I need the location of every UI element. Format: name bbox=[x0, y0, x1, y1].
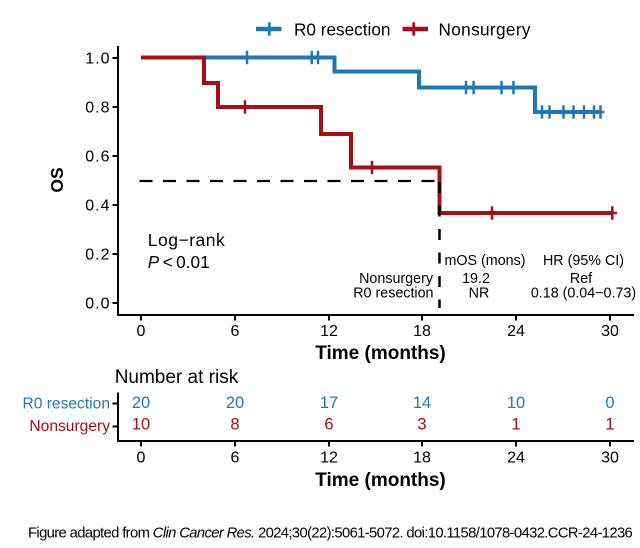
svg-text:3: 3 bbox=[417, 416, 426, 434]
svg-text:14: 14 bbox=[413, 394, 431, 412]
svg-text:HR (95% CI): HR (95% CI) bbox=[543, 253, 624, 269]
svg-text:P < 0.01: P < 0.01 bbox=[148, 252, 210, 272]
svg-text:0: 0 bbox=[137, 323, 146, 340]
svg-text:10: 10 bbox=[132, 416, 150, 434]
svg-text:1.0: 1.0 bbox=[85, 51, 110, 68]
svg-text:20: 20 bbox=[226, 394, 244, 412]
svg-text:Nonsurgery: Nonsurgery bbox=[359, 271, 434, 287]
svg-text:NR: NR bbox=[469, 286, 490, 302]
svg-text:10: 10 bbox=[507, 394, 525, 412]
svg-text:Figure adapted from Clin Cance: Figure adapted from Clin Cancer Res. 202… bbox=[28, 526, 633, 542]
svg-text:12: 12 bbox=[320, 450, 338, 467]
svg-text:R0 resection: R0 resection bbox=[353, 286, 433, 302]
svg-text:Ref: Ref bbox=[570, 271, 592, 287]
svg-text:30: 30 bbox=[601, 450, 619, 467]
svg-text:6: 6 bbox=[324, 416, 333, 434]
svg-text:0: 0 bbox=[137, 450, 146, 467]
svg-text:0.6: 0.6 bbox=[85, 149, 110, 166]
svg-text:0.4: 0.4 bbox=[85, 198, 110, 215]
svg-text:0.8: 0.8 bbox=[85, 100, 110, 117]
svg-text:1: 1 bbox=[511, 416, 520, 434]
svg-text:0: 0 bbox=[605, 394, 614, 412]
svg-text:Time (months): Time (months) bbox=[315, 470, 446, 491]
svg-text:R0 resection: R0 resection bbox=[294, 19, 391, 39]
svg-text:18: 18 bbox=[413, 450, 431, 467]
svg-text:20: 20 bbox=[132, 394, 150, 412]
svg-text:30: 30 bbox=[601, 323, 619, 340]
svg-text:19.2: 19.2 bbox=[462, 271, 490, 287]
svg-text:12: 12 bbox=[320, 323, 338, 340]
svg-text:8: 8 bbox=[230, 416, 239, 434]
svg-text:0.18 (0.04−0.73): 0.18 (0.04−0.73) bbox=[531, 286, 636, 302]
svg-text:Nonsurgery: Nonsurgery bbox=[439, 19, 531, 39]
svg-text:mOS (mons): mOS (mons) bbox=[444, 253, 525, 269]
svg-text:18: 18 bbox=[413, 323, 431, 340]
svg-text:Number at risk: Number at risk bbox=[115, 367, 239, 388]
svg-text:Nonsurgery: Nonsurgery bbox=[29, 418, 110, 435]
svg-text:6: 6 bbox=[231, 450, 240, 467]
svg-text:R0 resection: R0 resection bbox=[22, 396, 110, 413]
svg-text:Log−rank: Log−rank bbox=[148, 230, 225, 250]
svg-text:0.0: 0.0 bbox=[85, 296, 110, 313]
svg-text:0.2: 0.2 bbox=[85, 247, 110, 264]
svg-text:6: 6 bbox=[231, 323, 240, 340]
svg-text:Time (months): Time (months) bbox=[315, 343, 446, 364]
svg-text:OS: OS bbox=[47, 167, 67, 192]
svg-text:17: 17 bbox=[320, 394, 338, 412]
svg-text:24: 24 bbox=[507, 450, 525, 467]
svg-text:1: 1 bbox=[605, 416, 614, 434]
svg-text:24: 24 bbox=[507, 323, 525, 340]
